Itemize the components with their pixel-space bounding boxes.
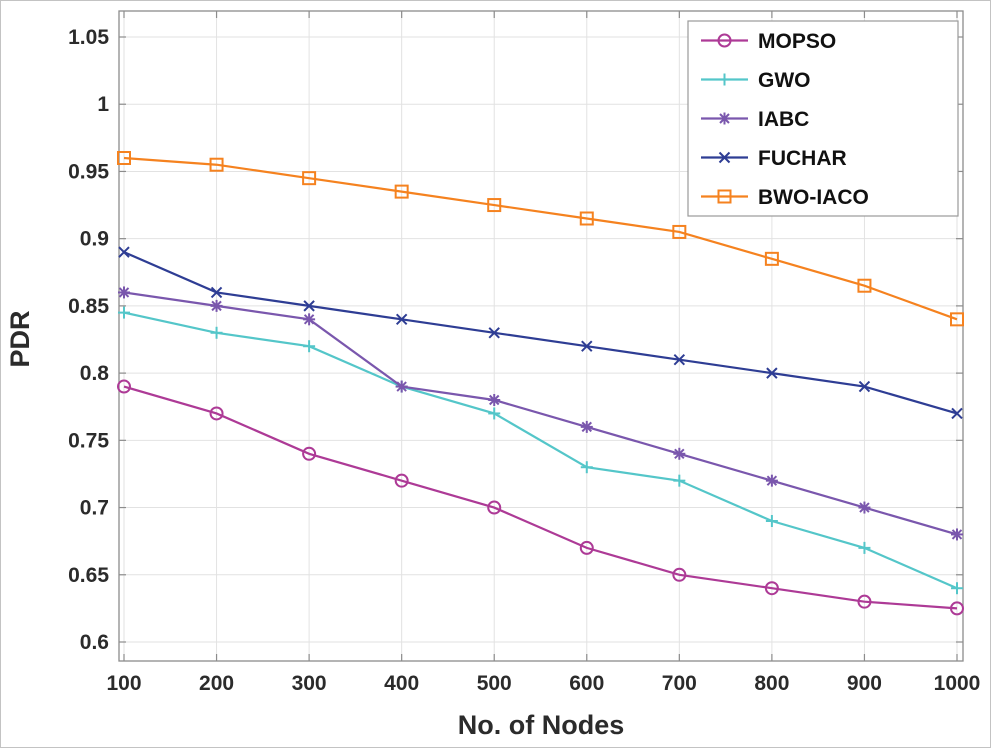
legend-item-FUCHAR: FUCHAR xyxy=(701,147,847,170)
y-tick-label: 0.85 xyxy=(68,295,109,318)
series-MOPSO xyxy=(117,379,964,616)
series-GWO xyxy=(118,306,963,595)
series-line-IABC xyxy=(123,291,958,536)
tick-marks xyxy=(119,11,963,661)
x-tick-label: 700 xyxy=(662,672,697,695)
legend-label-BWO-IACO: BWO-IACO xyxy=(758,186,869,209)
legend-label-IABC: IABC xyxy=(758,108,809,131)
y-tick-label: 0.7 xyxy=(80,497,109,520)
series-line-BWO-IACO xyxy=(123,156,958,321)
y-tick-labels: 0.6 0.65 0.7 0.75 0.8 0.85 0.9 0.95 1 1.05 xyxy=(68,26,109,654)
y-tick-label: 0.8 xyxy=(80,362,110,385)
y-tick-label: 1.05 xyxy=(68,26,109,49)
x-tick-label: 100 xyxy=(106,672,141,695)
legend-item-MOPSO: MOPSO xyxy=(701,30,836,53)
legend-label-FUCHAR: FUCHAR xyxy=(758,147,847,170)
axes-box xyxy=(118,10,964,662)
y-tick-label: 1 xyxy=(97,93,109,116)
legend-label-MOPSO: MOPSO xyxy=(758,30,836,53)
y-tick-label: 0.65 xyxy=(68,564,109,587)
legend-item-IABC: IABC xyxy=(701,108,809,131)
x-tick-label: 600 xyxy=(569,672,604,695)
series-BWO-IACO xyxy=(117,151,964,327)
x-tick-label: 500 xyxy=(477,672,512,695)
series-IABC xyxy=(118,286,963,541)
series-line-FUCHAR xyxy=(123,251,958,415)
y-axis-label: PDR xyxy=(5,310,35,367)
series-FUCHAR xyxy=(118,246,963,420)
x-tick-label: 1000 xyxy=(934,672,981,695)
x-tick-label: 200 xyxy=(199,672,234,695)
legend: MOPSO GWO IABC FUCHAR BWO-IACO xyxy=(687,20,959,217)
series-line-MOPSO xyxy=(123,385,958,610)
x-axis-label: No. of Nodes xyxy=(458,710,625,740)
y-tick-label: 0.95 xyxy=(68,160,109,183)
grid-lines xyxy=(119,11,963,661)
x-tick-labels: 100 200 300 400 500 600 700 800 900 1000 xyxy=(106,672,980,695)
y-tick-label: 0.6 xyxy=(80,631,109,654)
legend-item-BWO-IACO: BWO-IACO xyxy=(701,186,869,209)
x-tick-label: 400 xyxy=(384,672,419,695)
x-tick-label: 800 xyxy=(754,672,789,695)
y-tick-label: 0.9 xyxy=(80,228,109,251)
legend-label-GWO: GWO xyxy=(758,69,811,92)
y-tick-label: 0.75 xyxy=(68,429,109,452)
x-tick-label: 900 xyxy=(847,672,882,695)
legend-item-GWO: GWO xyxy=(701,69,811,92)
x-tick-label: 300 xyxy=(292,672,327,695)
chart-layer: 100 200 300 400 500 600 700 800 900 10000.60.650.… xyxy=(68,10,980,695)
series-line-GWO xyxy=(123,311,958,590)
